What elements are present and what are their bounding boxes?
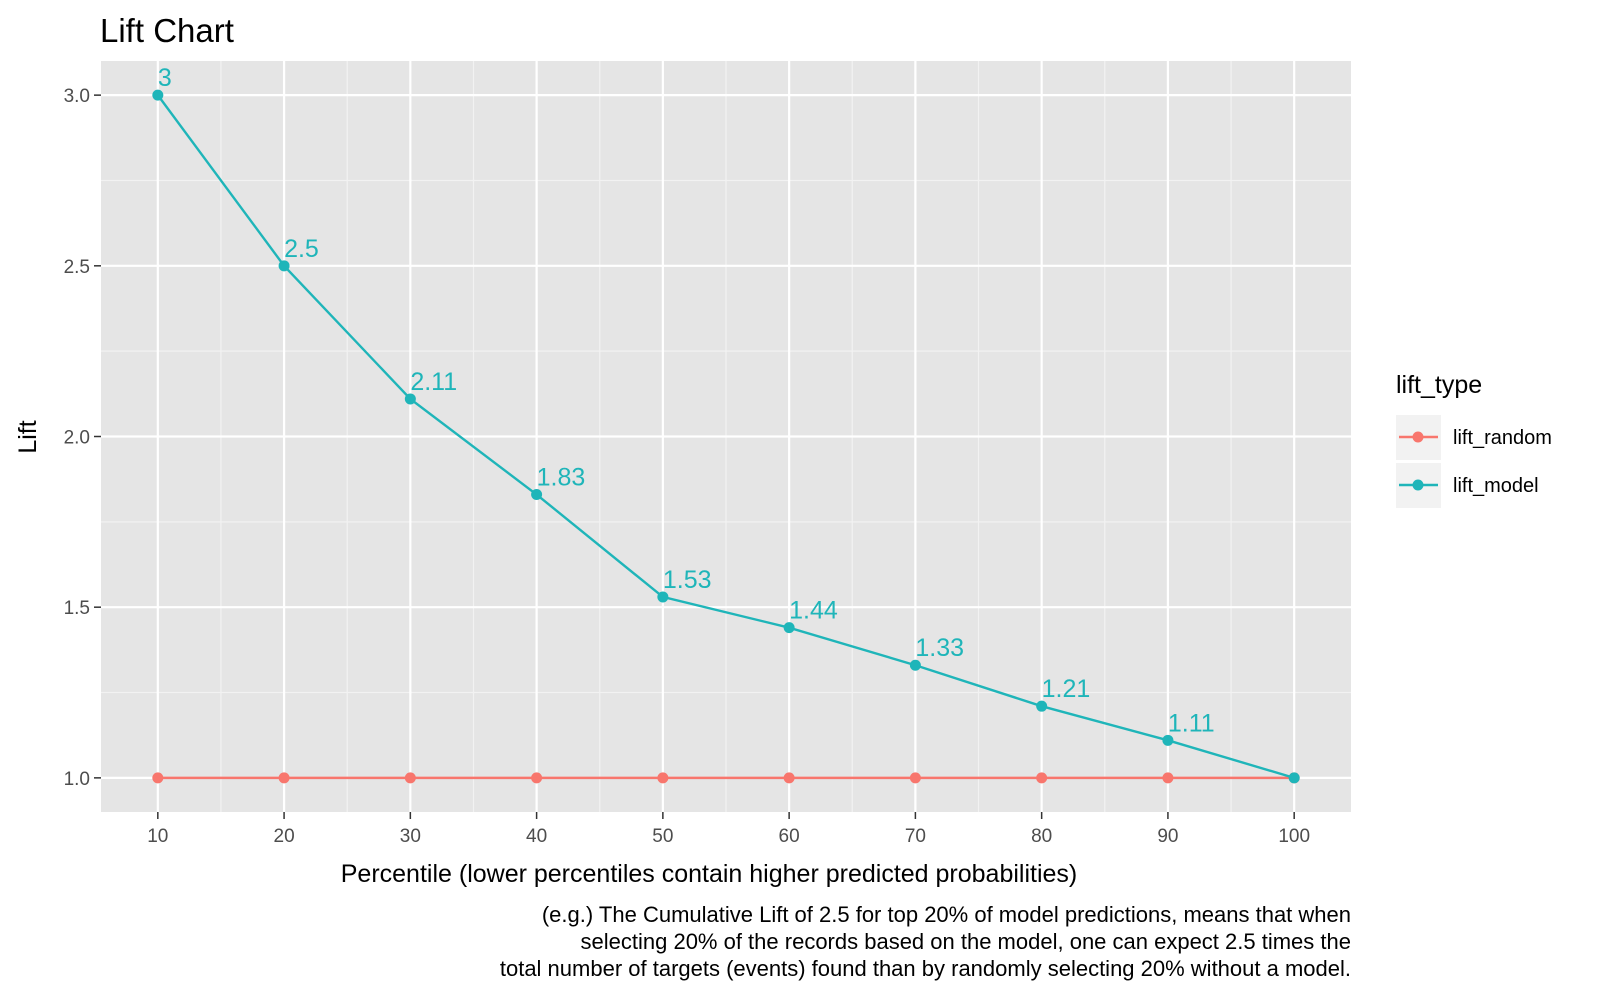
data-point [531, 772, 543, 784]
y-axis-title: Lift [14, 420, 42, 453]
x-axis-title: Percentile (lower percentiles contain hi… [341, 860, 1078, 888]
series-layer [152, 89, 1300, 784]
data-point [278, 772, 290, 784]
data-point [1162, 772, 1174, 784]
y-tick-label: 2.5 [64, 257, 90, 278]
data-point [783, 622, 795, 634]
data-label: 1.33 [915, 634, 964, 662]
y-tick-label: 1.5 [64, 598, 90, 619]
data-point [657, 772, 669, 784]
x-tick-label: 50 [652, 826, 673, 847]
data-label: 1.11 [1168, 709, 1215, 737]
data-point [1036, 700, 1048, 712]
x-tick-label: 40 [526, 826, 547, 847]
x-tick-label: 60 [779, 826, 800, 847]
x-tick-label: 80 [1031, 826, 1052, 847]
data-label: 2.5 [284, 235, 319, 263]
series-line-lift-model [156, 94, 1295, 780]
data-point [783, 772, 795, 784]
data-label: 1.83 [537, 464, 586, 492]
x-tick-label: 70 [905, 826, 926, 847]
legend-label: lift_random [1453, 427, 1552, 449]
data-point [657, 591, 669, 603]
x-tick-label: 90 [1157, 826, 1178, 847]
data-point [1288, 772, 1300, 784]
x-tick-label: 10 [147, 826, 168, 847]
data-point [909, 772, 921, 784]
data-point [404, 772, 416, 784]
legend-title: lift_type [1396, 371, 1482, 399]
data-label: 2.11 [410, 368, 457, 396]
data-label: 1.21 [1042, 675, 1091, 703]
y-tick-label: 2.0 [64, 428, 90, 449]
caption: (e.g.) The Cumulative Lift of 2.5 for to… [500, 902, 1351, 981]
caption-line: selecting 20% of the records based on th… [581, 929, 1351, 954]
data-labels: 3 2.5 2.11 1.83 1.53 1.44 1.33 1.21 1.11 [158, 64, 1215, 737]
data-point [152, 772, 164, 784]
y-tick-label: 1.0 [64, 769, 90, 790]
x-axis: 10 20 30 40 50 60 70 80 90 100 [147, 812, 1310, 847]
data-point [909, 659, 921, 671]
data-point [404, 393, 416, 405]
caption-line: (e.g.) The Cumulative Lift of 2.5 for to… [542, 902, 1351, 927]
data-label: 3 [158, 64, 172, 92]
legend-key-point [1412, 431, 1424, 443]
data-label: 1.44 [789, 597, 838, 625]
chart-title: Lift Chart [100, 12, 234, 49]
legend-label: lift_model [1453, 475, 1539, 497]
legend: lift_type lift_random lift_model [1396, 371, 1552, 508]
data-point [1162, 734, 1174, 746]
data-label: 1.53 [663, 566, 712, 594]
data-point [152, 89, 164, 101]
x-tick-label: 100 [1278, 826, 1310, 847]
y-tick-label: 3.0 [64, 86, 90, 107]
data-point [531, 489, 543, 501]
data-point [1036, 772, 1048, 784]
data-point [278, 260, 290, 272]
x-tick-label: 20 [274, 826, 295, 847]
y-axis: 1.0 1.5 2.0 2.5 3.0 [64, 86, 101, 790]
caption-line: total number of targets (events) found t… [500, 956, 1351, 981]
legend-key-point [1412, 479, 1424, 491]
x-tick-label: 30 [400, 826, 421, 847]
